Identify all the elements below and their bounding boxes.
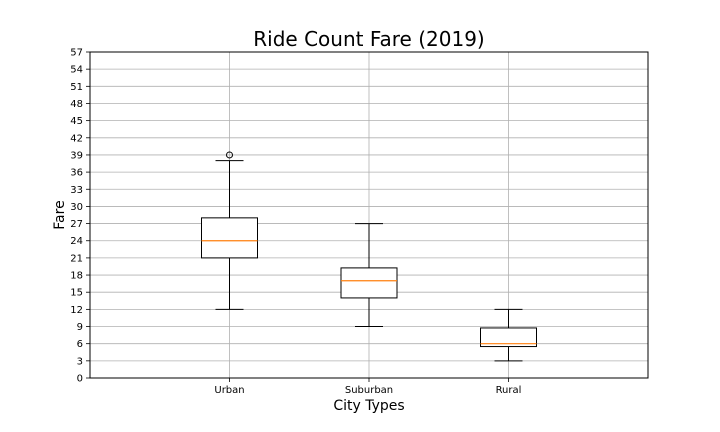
y-tick-label: 27 <box>70 219 83 230</box>
y-axis-title: Fare <box>52 200 68 229</box>
box-urban <box>201 151 258 310</box>
y-tick-label: 45 <box>70 116 83 127</box>
grid-lines <box>90 51 648 379</box>
box-rural <box>480 308 537 362</box>
y-tick-label: 39 <box>70 150 83 161</box>
y-tick-label: 57 <box>70 48 83 59</box>
iqr-box <box>201 217 258 259</box>
y-tick-label: 15 <box>70 288 83 299</box>
x-tick-label: Urban <box>214 385 244 396</box>
y-tick-label: 30 <box>70 202 83 213</box>
y-tick-label: 21 <box>70 253 83 264</box>
y-tick-label: 18 <box>70 271 83 282</box>
y-tick-label: 6 <box>77 339 83 350</box>
y-tick-label: 54 <box>70 65 83 76</box>
y-tick-label: 24 <box>70 236 83 247</box>
iqr-box <box>340 267 398 299</box>
y-tick-label: 33 <box>70 185 83 196</box>
x-axis-ticks: Urban Suburban Rural <box>214 378 521 396</box>
y-tick-label: 42 <box>70 133 83 144</box>
y-tick-label: 3 <box>77 356 83 367</box>
y-tick-label: 48 <box>70 99 83 110</box>
y-tick-label: 9 <box>77 322 83 333</box>
y-tick-label: 36 <box>70 168 83 179</box>
x-tick-label: Rural <box>496 385 522 396</box>
iqr-box <box>480 327 537 348</box>
y-tick-label: 51 <box>70 82 83 93</box>
box-suburban <box>340 223 398 328</box>
y-tick-label: 12 <box>70 305 83 316</box>
x-axis-title: City Types <box>333 398 404 414</box>
y-tick-label: 0 <box>77 374 83 385</box>
chart-title: Ride Count Fare (2019) <box>253 27 484 51</box>
x-tick-label: Suburban <box>345 385 393 396</box>
box-plots <box>201 151 537 362</box>
outlier-point <box>226 151 233 159</box>
